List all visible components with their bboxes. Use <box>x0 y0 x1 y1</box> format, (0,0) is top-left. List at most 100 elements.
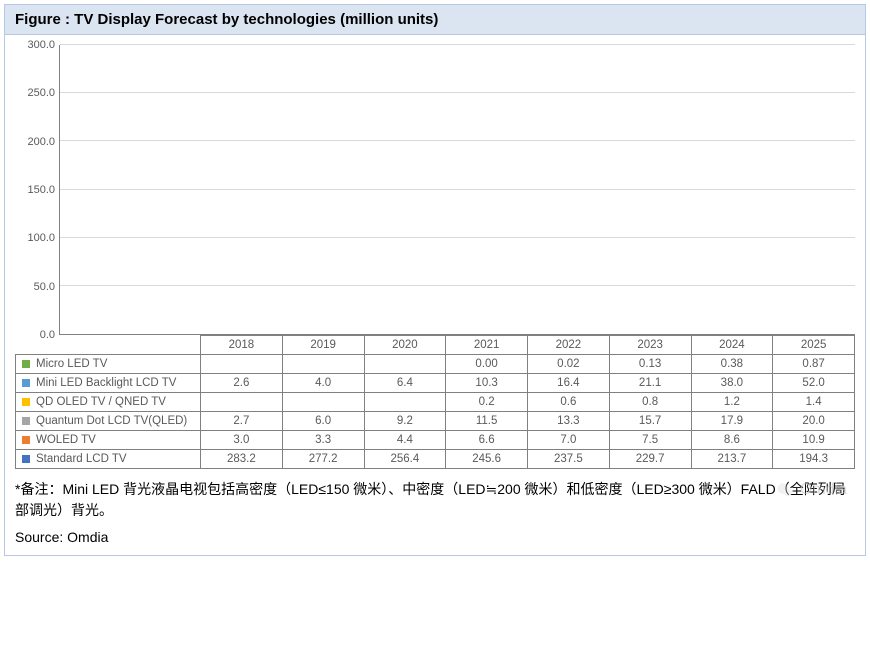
table-cell: 6.4 <box>364 374 446 393</box>
year-header: 2020 <box>364 336 446 355</box>
y-tick: 250.0 <box>27 87 55 99</box>
figure-container: Figure : TV Display Forecast by technolo… <box>4 4 866 556</box>
table-cell: 11.5 <box>446 412 528 431</box>
table-cell: 4.0 <box>282 374 364 393</box>
bar-slot <box>60 45 159 334</box>
table-cell: 0.38 <box>691 355 773 374</box>
grid-line <box>60 237 855 238</box>
table-cell: 10.3 <box>446 374 528 393</box>
table-cell: 7.0 <box>528 431 610 450</box>
bar-slot <box>458 45 557 334</box>
table-cell: 245.6 <box>446 450 528 469</box>
table-cell: 0.2 <box>446 393 528 412</box>
year-header: 2019 <box>282 336 364 355</box>
legend-label: Mini LED Backlight LCD TV <box>36 377 176 389</box>
legend-swatch <box>22 360 30 368</box>
bar-slot <box>656 45 755 334</box>
data-table: 20182019202020212022202320242025Micro LE… <box>15 335 855 469</box>
legend-label: Quantum Dot LCD TV(QLED) <box>36 415 187 427</box>
table-row: Micro LED TV0.000.020.130.380.87 <box>16 355 855 374</box>
bar-slot <box>358 45 457 334</box>
bar-slot <box>159 45 258 334</box>
table-cell: 9.2 <box>364 412 446 431</box>
y-tick: 100.0 <box>27 232 55 244</box>
table-cell <box>364 393 446 412</box>
table-row: Mini LED Backlight LCD TV2.64.06.410.316… <box>16 374 855 393</box>
y-tick: 300.0 <box>27 39 55 51</box>
table-cell: 15.7 <box>609 412 691 431</box>
legend-cell: WOLED TV <box>16 431 201 450</box>
year-header: 2021 <box>446 336 528 355</box>
legend-label: Micro LED TV <box>36 358 107 370</box>
year-header: 2025 <box>773 336 855 355</box>
legend-swatch <box>22 436 30 444</box>
table-cell <box>282 393 364 412</box>
grid-line <box>60 140 855 141</box>
table-row: QD OLED TV / QNED TV 0.20.60.81.21.4 <box>16 393 855 412</box>
table-cell: 277.2 <box>282 450 364 469</box>
table-cell: 2.7 <box>201 412 283 431</box>
y-tick: 150.0 <box>27 184 55 196</box>
legend-label: QD OLED TV / QNED TV <box>36 396 166 408</box>
year-header: 2023 <box>609 336 691 355</box>
table-cell <box>201 393 283 412</box>
table-cell <box>364 355 446 374</box>
bars-container <box>60 45 855 334</box>
table-cell: 21.1 <box>609 374 691 393</box>
legend-cell: Standard LCD TV <box>16 450 201 469</box>
table-row: WOLED TV 3.03.34.46.67.07.58.610.9 <box>16 431 855 450</box>
table-cell: 1.2 <box>691 393 773 412</box>
table-cell: 52.0 <box>773 374 855 393</box>
table-header-row: 20182019202020212022202320242025 <box>16 336 855 355</box>
table-cell <box>201 355 283 374</box>
grid-line <box>60 44 855 45</box>
legend-label: WOLED TV <box>36 434 96 446</box>
bar-slot <box>557 45 656 334</box>
y-tick: 200.0 <box>27 136 55 148</box>
figure-title: Figure : TV Display Forecast by technolo… <box>5 5 865 35</box>
table-cell: 0.02 <box>528 355 610 374</box>
table-cell: 2.6 <box>201 374 283 393</box>
table-cell: 4.4 <box>364 431 446 450</box>
source-label: Source: Omdia <box>5 529 865 555</box>
grid-line <box>60 189 855 190</box>
table-cell: 194.3 <box>773 450 855 469</box>
table-cell: 1.4 <box>773 393 855 412</box>
legend-cell: Micro LED TV <box>16 355 201 374</box>
table-cell: 256.4 <box>364 450 446 469</box>
table-cell: 38.0 <box>691 374 773 393</box>
legend-cell: QD OLED TV / QNED TV <box>16 393 201 412</box>
legend-label: Standard LCD TV <box>36 453 127 465</box>
table-cell: 7.5 <box>609 431 691 450</box>
table-cell: 10.9 <box>773 431 855 450</box>
table-cell: 0.8 <box>609 393 691 412</box>
table-cell: 3.3 <box>282 431 364 450</box>
legend-cell: Mini LED Backlight LCD TV <box>16 374 201 393</box>
table-cell: 237.5 <box>528 450 610 469</box>
y-tick: 0.0 <box>40 329 55 341</box>
legend-swatch <box>22 455 30 463</box>
table-cell: 6.0 <box>282 412 364 431</box>
table-cell: 8.6 <box>691 431 773 450</box>
table-cell <box>282 355 364 374</box>
chart-area: 0.050.0100.0150.0200.0250.0300.0 <box>15 45 855 335</box>
legend-swatch <box>22 398 30 406</box>
footnote: *备注：Mini LED 背光液晶电视包括高密度（LED≤150 微米）、中密度… <box>5 469 865 529</box>
year-header: 2022 <box>528 336 610 355</box>
table-cell: 6.6 <box>446 431 528 450</box>
bar-slot <box>259 45 358 334</box>
plot-area <box>59 45 855 335</box>
table-row: Standard LCD TV283.2277.2256.4245.6237.5… <box>16 450 855 469</box>
table-cell: 229.7 <box>609 450 691 469</box>
table-cell: 0.6 <box>528 393 610 412</box>
year-header: 2018 <box>201 336 283 355</box>
legend-cell: Quantum Dot LCD TV(QLED) <box>16 412 201 431</box>
table-cell: 13.3 <box>528 412 610 431</box>
y-tick: 50.0 <box>34 281 55 293</box>
year-header: 2024 <box>691 336 773 355</box>
bar-slot <box>756 45 855 334</box>
table-row: Quantum Dot LCD TV(QLED) 2.76.09.211.513.… <box>16 412 855 431</box>
grid-line <box>60 92 855 93</box>
table-cell: 3.0 <box>201 431 283 450</box>
legend-swatch <box>22 379 30 387</box>
